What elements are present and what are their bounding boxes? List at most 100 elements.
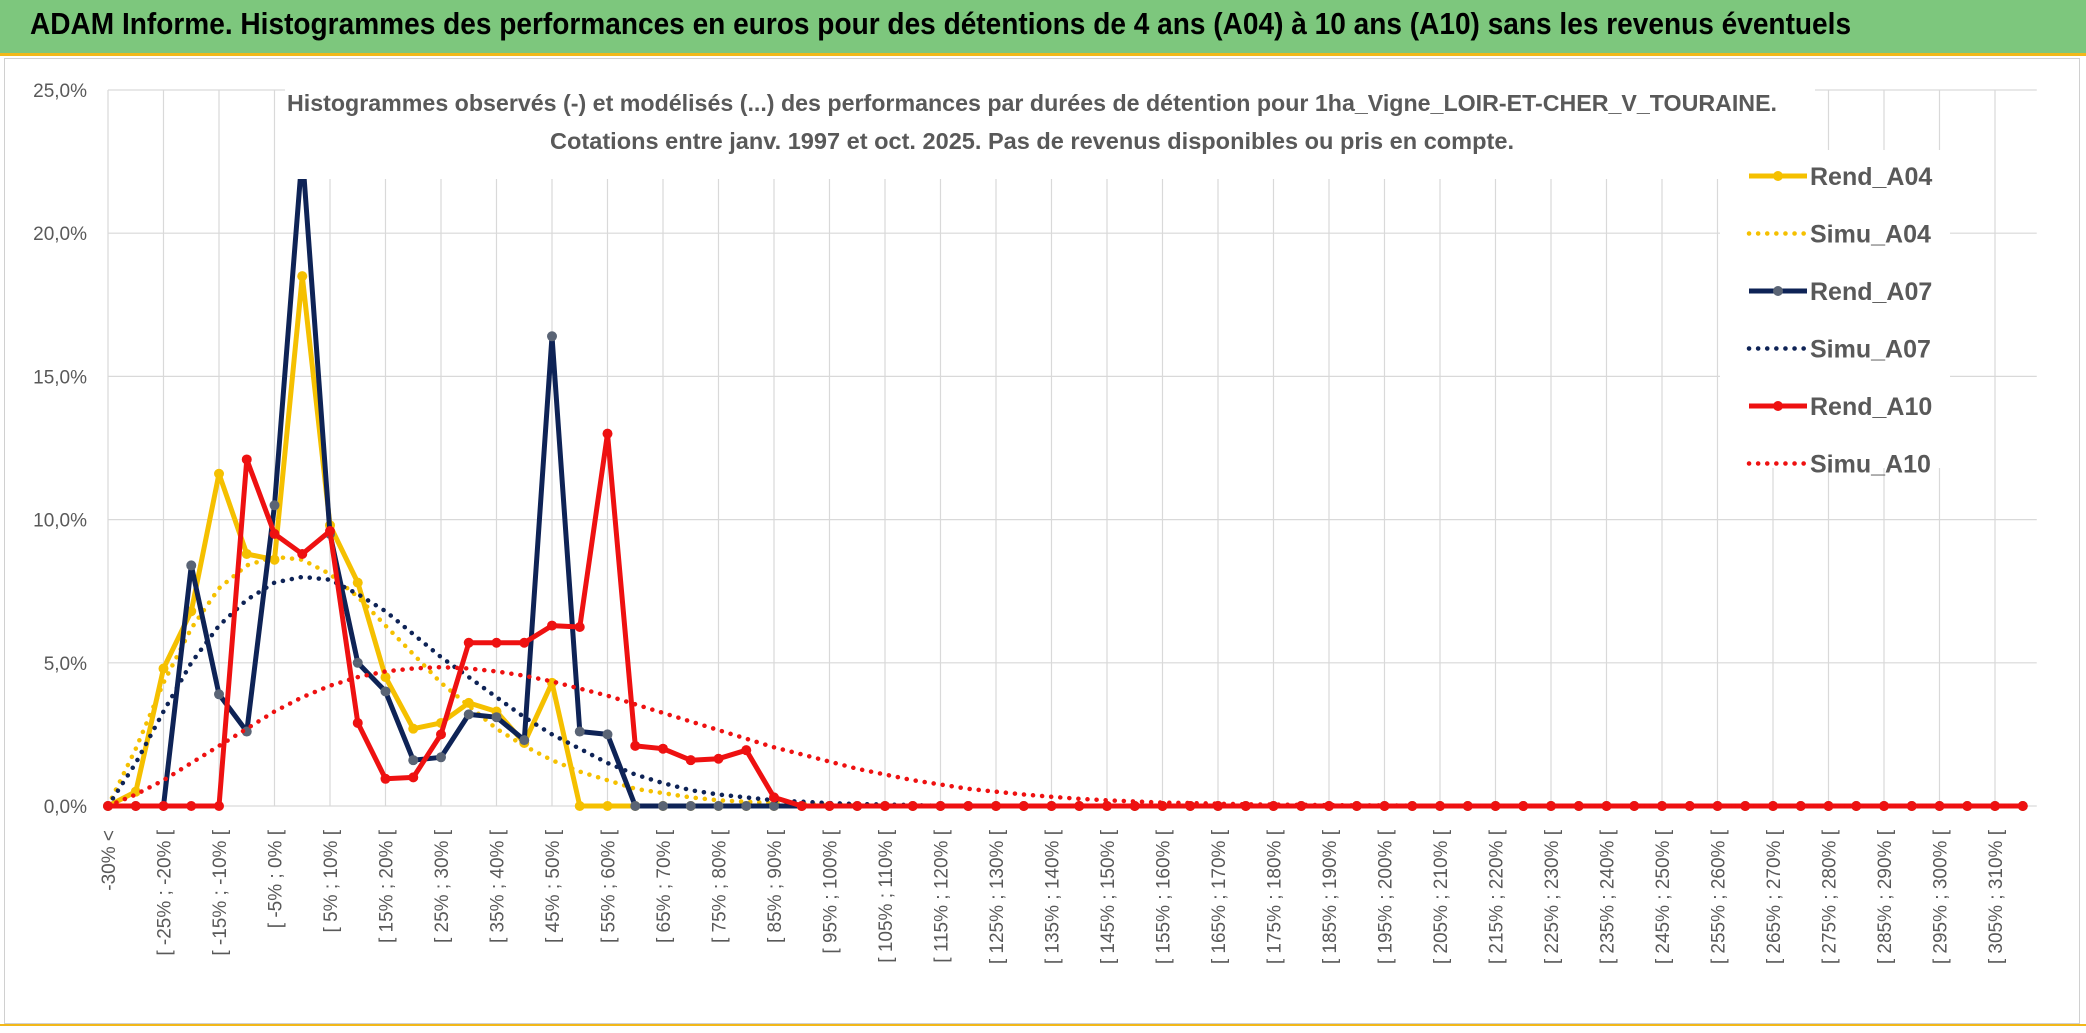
data-point-rend-a10 <box>1906 801 1917 811</box>
data-point-rend-a07 <box>269 500 280 511</box>
x-tick-label: [ -15% ; -10% [ <box>210 829 231 955</box>
data-point-rend-a04 <box>214 468 224 479</box>
x-tick-label: [ 305% ; 310% [ <box>1986 829 2007 964</box>
data-point-rend-a07 <box>630 801 641 811</box>
page-title: ADAM Informe. Histogrammes des performan… <box>30 6 1852 41</box>
data-point-rend-a10 <box>935 801 946 811</box>
x-tick-label: [ 245% ; 250% [ <box>1653 829 1674 964</box>
data-point-rend-a10 <box>519 637 530 648</box>
data-point-rend-a07 <box>769 801 779 811</box>
x-tick-label: [ 85% ; 90% [ <box>765 829 786 943</box>
data-point-rend-a04 <box>547 677 557 688</box>
data-point-rend-a10 <box>1018 801 1029 811</box>
x-tick-label: [ 95% ; 100% [ <box>821 829 842 953</box>
data-point-rend-a10 <box>186 801 197 811</box>
x-tick-label: -30% < <box>99 830 120 891</box>
data-point-rend-a10 <box>352 717 363 728</box>
data-point-rend-a10 <box>907 801 918 811</box>
data-point-rend-a10 <box>463 637 474 648</box>
legend-label-rend-a07: Rend_A07 <box>1810 278 1932 306</box>
data-point-rend-a10 <box>852 801 863 811</box>
data-point-rend-a10 <box>963 801 974 811</box>
x-tick-label: [ 65% ; 70% [ <box>654 829 675 943</box>
data-point-rend-a10 <box>1934 801 1945 811</box>
legend-background <box>1720 150 1950 468</box>
x-tick-label: [ 235% ; 240% [ <box>1598 829 1619 964</box>
x-tick-label: [ 265% ; 270% [ <box>1764 829 1785 964</box>
data-point-rend-a10 <box>1879 801 1889 811</box>
data-point-rend-a10 <box>1962 801 1973 811</box>
data-point-rend-a04 <box>574 801 585 811</box>
chart-subtitle: Cotations entre janv. 1997 et oct. 2025.… <box>550 128 1514 154</box>
legend-marker-rend-a10 <box>1773 401 1783 411</box>
data-point-rend-a04 <box>408 723 419 734</box>
data-point-rend-a04 <box>158 663 169 674</box>
data-point-rend-a07 <box>547 331 557 342</box>
x-tick-label: [ 185% ; 190% [ <box>1320 829 1341 964</box>
data-point-rend-a10 <box>2017 801 2028 811</box>
legend-label-simu-a04: Simu_A04 <box>1810 221 1931 249</box>
data-point-rend-a04 <box>297 271 308 282</box>
x-tick-label: [ -25% ; -20% [ <box>155 829 176 955</box>
series-line-simu-a10 <box>105 664 2026 809</box>
data-point-rend-a07 <box>186 560 197 571</box>
x-tick-label: [ 225% ; 230% [ <box>1542 829 1563 964</box>
data-point-rend-a10 <box>1851 801 1862 811</box>
data-point-rend-a07 <box>574 726 585 737</box>
x-tick-label: [ 255% ; 260% [ <box>1709 829 1730 964</box>
data-point-rend-a10 <box>1129 801 1140 811</box>
x-tick-label: [ 75% ; 80% [ <box>710 829 731 943</box>
legend-marker-rend-a07 <box>1773 286 1783 296</box>
data-point-rend-a10 <box>880 801 890 811</box>
data-point-rend-a10 <box>130 801 141 811</box>
x-tick-label: [ 25% ; 30% [ <box>432 829 453 943</box>
data-point-rend-a10 <box>574 622 585 632</box>
series-line-simu-a04 <box>105 554 2026 809</box>
data-point-rend-a07 <box>408 755 419 766</box>
legend-label-rend-a04: Rend_A04 <box>1810 163 1932 191</box>
y-tick-label: 10,0% <box>33 511 87 532</box>
x-tick-label: [ 105% ; 110% [ <box>876 829 897 962</box>
x-tick-label: [ 55% ; 60% [ <box>599 829 620 943</box>
y-tick-label: 15,0% <box>33 367 87 388</box>
x-tick-label: [ 135% ; 140% [ <box>1043 829 1064 964</box>
data-point-rend-a07 <box>685 801 696 811</box>
legend-label-rend-a10: Rend_A10 <box>1810 393 1932 421</box>
data-point-rend-a07 <box>713 801 724 811</box>
data-point-rend-a10 <box>713 753 724 764</box>
legend-label-simu-a10: Simu_A10 <box>1810 451 1931 479</box>
data-point-rend-a07 <box>463 709 474 720</box>
x-tick-label: [ 155% ; 160% [ <box>1154 829 1175 964</box>
data-point-rend-a10 <box>769 792 779 803</box>
data-point-rend-a10 <box>380 773 391 784</box>
data-point-rend-a10 <box>1074 801 1085 811</box>
data-point-rend-a04 <box>380 672 391 683</box>
data-point-rend-a04 <box>463 697 474 708</box>
data-point-rend-a10 <box>1795 801 1806 811</box>
x-tick-label: [ 195% ; 200% [ <box>1376 829 1397 964</box>
y-tick-label: 20,0% <box>33 224 87 245</box>
x-tick-label: [ 125% ; 130% [ <box>987 829 1008 964</box>
data-point-rend-a10 <box>1046 801 1057 811</box>
data-point-rend-a10 <box>214 801 224 811</box>
x-tick-label: [ 275% ; 280% [ <box>1820 829 1841 964</box>
data-point-rend-a07 <box>352 657 363 668</box>
data-point-rend-a10 <box>1102 801 1112 811</box>
data-point-rend-a10 <box>325 526 335 537</box>
data-point-rend-a07 <box>214 689 224 700</box>
x-tick-label: [ -5% ; 0% [ <box>266 829 287 928</box>
data-point-rend-a10 <box>297 548 308 559</box>
data-point-rend-a10 <box>408 772 419 783</box>
x-tick-label: [ 145% ; 150% [ <box>1098 829 1119 964</box>
x-tick-label: [ 165% ; 170% [ <box>1209 829 1230 964</box>
data-point-rend-a10 <box>796 801 807 811</box>
data-point-rend-a04 <box>241 548 252 559</box>
chart-title: Histogrammes observés (-) et modélisés (… <box>287 90 1777 116</box>
chart-frame: 0,0% 5,0% 10,0% 15,0% 20,0% 25,0% -30% < [ -25%… <box>4 58 2080 1024</box>
data-point-rend-a10 <box>269 528 280 539</box>
data-point-rend-a04 <box>352 577 363 588</box>
x-tick-label: [ 35% ; 40% [ <box>488 829 509 943</box>
x-tick-label: [ 175% ; 180% [ <box>1265 829 1286 964</box>
axis-layer: 0,0% 5,0% 10,0% 15,0% 20,0% 25,0% -30% < [ -25%… <box>33 81 2007 964</box>
